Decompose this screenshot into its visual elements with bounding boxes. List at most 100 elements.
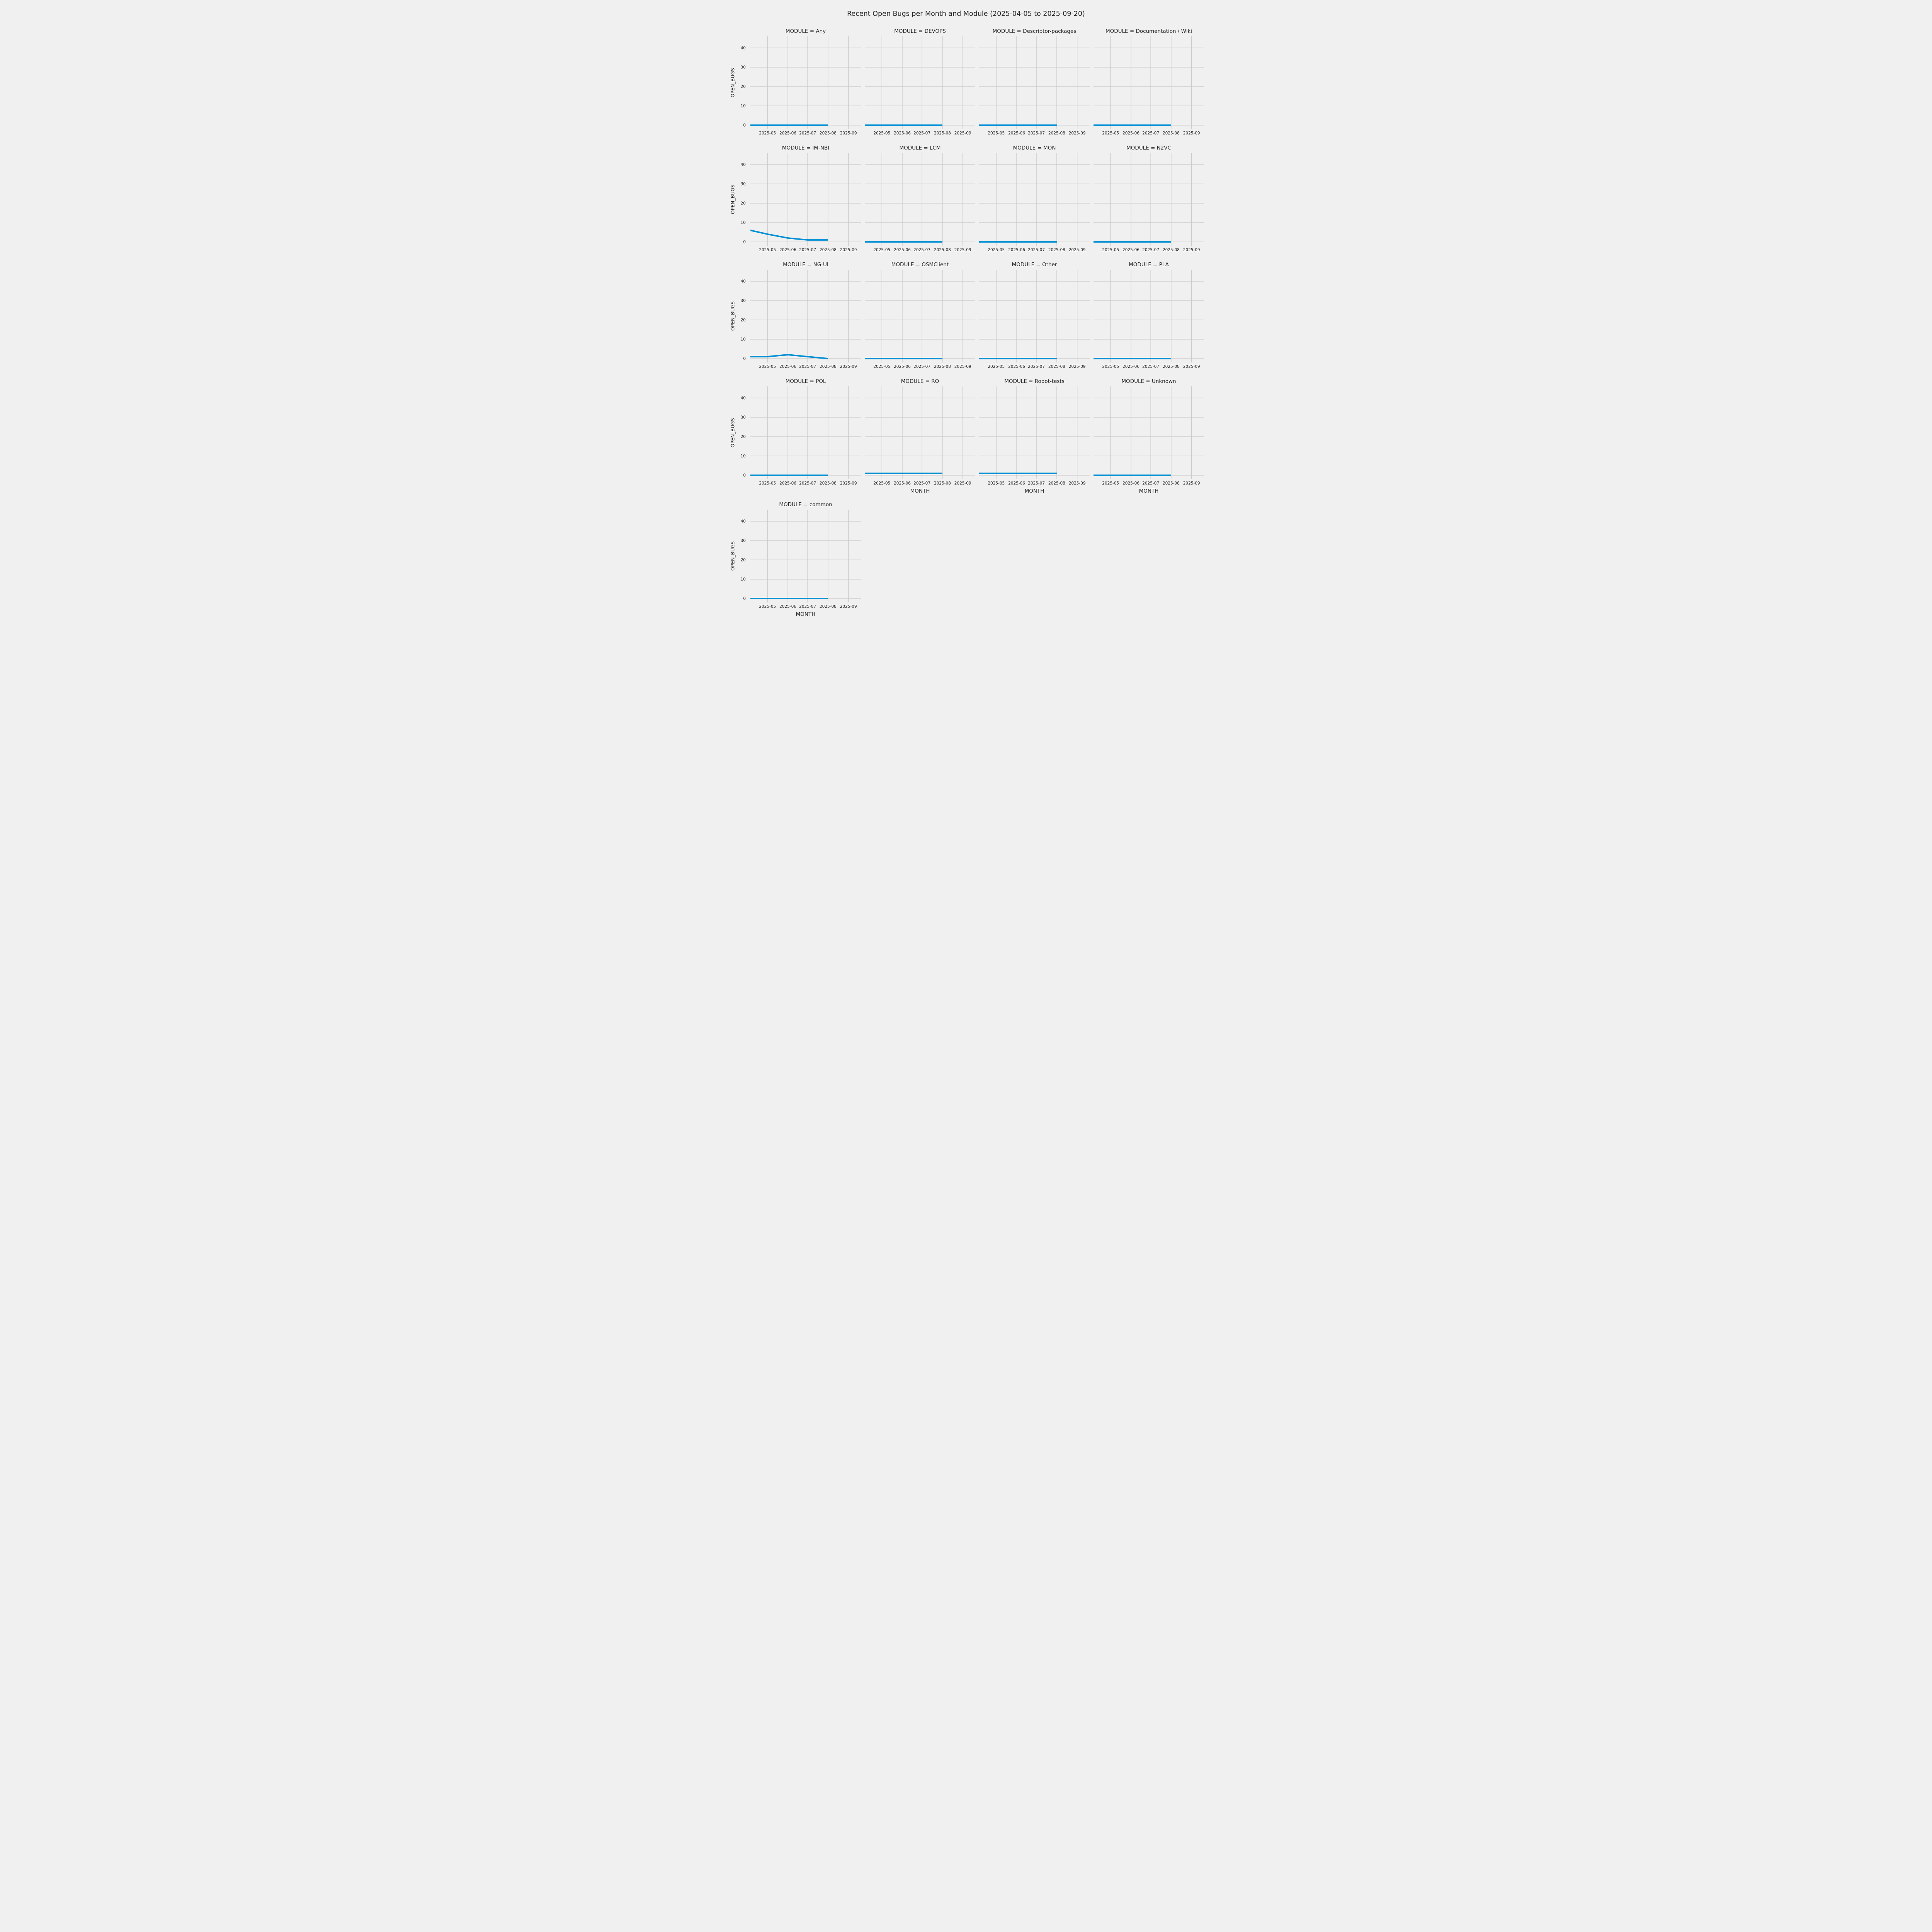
facet-title: MODULE = Other xyxy=(1012,262,1057,268)
facet-plot: 2025-05 2025-06 2025-07 2025-08 2025-09 xyxy=(865,153,975,252)
facet-n2vc: MODULE = N2VC 2025-05 2025-06 2025-07 2025-0… xyxy=(1094,145,1204,254)
x-tick-label: 2025-07 xyxy=(1142,481,1159,486)
y-tick-label: 30 xyxy=(740,65,746,70)
facet-pol: MODULE = POL 2025-05 2025-06 2025-07 2025-08… xyxy=(750,378,861,494)
x-tick-label: 2025-06 xyxy=(779,364,796,369)
x-axis-label: MONTH xyxy=(796,611,816,617)
x-tick-label: 2025-05 xyxy=(873,364,890,369)
facet-devops: MODULE = DEVOPS 2025-05 2025-06 2025-07 2025… xyxy=(865,28,975,138)
x-tick-label: 2025-08 xyxy=(1163,248,1180,252)
facet-ng-ui: MODULE = NG-UI 2025-05 2025-06 2025-07 2025-… xyxy=(750,261,861,371)
x-tick-label: 2025-09 xyxy=(954,481,971,486)
facet-plot: 2025-05 2025-06 2025-07 2025-08 2025-09 xyxy=(750,153,861,252)
x-tick-label: 2025-07 xyxy=(913,248,930,252)
y-tick-label: 0 xyxy=(743,596,746,601)
y-axis-label: OPEN_BUGS xyxy=(730,541,736,571)
x-tick-label: 2025-07 xyxy=(913,131,930,136)
x-tick-label: 2025-07 xyxy=(1142,364,1159,369)
y-tick-label: 0 xyxy=(743,356,746,361)
x-tick-label: 2025-07 xyxy=(799,481,816,486)
facet-mon: MODULE = MON 2025-05 2025-06 2025-07 2025-08… xyxy=(979,145,1090,254)
figure: Recent Open Bugs per Month and Module (2… xyxy=(726,0,1206,617)
x-tick-label: 2025-06 xyxy=(1122,364,1139,369)
x-tick-label: 2025-06 xyxy=(1122,248,1139,252)
x-tick-label: 2025-09 xyxy=(1069,481,1086,486)
facet-unknown: MODULE = Unknown 2025-05 2025-06 2025-07 202… xyxy=(1094,378,1204,494)
facet-plot: 2025-05 2025-06 2025-07 2025-08 2025-09 xyxy=(750,510,861,609)
x-tick-label: 2025-08 xyxy=(1048,248,1065,252)
x-tick-label: 2025-07 xyxy=(1142,131,1159,136)
x-tick-label: 2025-08 xyxy=(934,481,951,486)
facet-title: MODULE = Robot-tests xyxy=(1004,378,1065,384)
x-tick-label: 2025-08 xyxy=(820,604,837,609)
x-tick-label: 2025-08 xyxy=(934,364,951,369)
x-tick-label: 2025-06 xyxy=(1008,248,1025,252)
facet-title: MODULE = POL xyxy=(785,378,826,384)
x-tick-label: 2025-05 xyxy=(873,481,890,486)
facet-plot: 2025-05 2025-06 2025-07 2025-08 2025-09 xyxy=(750,270,861,369)
y-tick-label: 10 xyxy=(740,103,746,108)
y-tick-label: 0 xyxy=(743,122,746,128)
x-tick-label: 2025-07 xyxy=(799,604,816,609)
x-tick-label: 2025-08 xyxy=(820,481,837,486)
x-tick-label: 2025-06 xyxy=(779,248,796,252)
y-axis-gutter: OPEN_BUGS 0 10 20 30 40 xyxy=(729,145,747,254)
y-tick-label: 10 xyxy=(740,220,746,225)
facet-title: MODULE = LCM xyxy=(899,145,941,151)
facet-title: MODULE = RO xyxy=(901,378,939,384)
y-axis-gutter-inner: OPEN_BUGS 0 10 20 30 40 xyxy=(729,36,747,129)
x-tick-label: 2025-07 xyxy=(799,248,816,252)
facet-title: MODULE = DEVOPS xyxy=(894,28,946,34)
y-axis-label: OPEN_BUGS xyxy=(730,418,736,448)
x-axis-label: MONTH xyxy=(910,488,930,494)
y-tick-label: 40 xyxy=(740,279,746,284)
x-tick-label: 2025-05 xyxy=(759,364,776,369)
y-tick-label: 30 xyxy=(740,298,746,303)
x-tick-label: 2025-05 xyxy=(759,248,776,252)
y-tick-label: 10 xyxy=(740,577,746,582)
facet-plot: 2025-05 2025-06 2025-07 2025-08 2025-09 xyxy=(979,36,1090,136)
y-tick-label: 40 xyxy=(740,395,746,400)
facet-title: MODULE = OSMClient xyxy=(891,262,949,268)
x-tick-label: 2025-08 xyxy=(820,364,837,369)
x-tick-label: 2025-07 xyxy=(1028,364,1045,369)
x-tick-label: 2025-05 xyxy=(988,248,1005,252)
y-axis-gutter-inner: OPEN_BUGS 0 10 20 30 40 xyxy=(729,386,747,479)
empty-cell xyxy=(979,501,1090,617)
y-tick-label: 20 xyxy=(740,317,746,322)
facet-title: MODULE = Any xyxy=(785,28,826,34)
x-tick-label: 2025-08 xyxy=(1048,364,1065,369)
y-axis-gutter: OPEN_BUGS 0 10 20 30 40 xyxy=(729,28,747,138)
facet-title: MODULE = N2VC xyxy=(1126,145,1171,151)
x-tick-label: 2025-09 xyxy=(954,364,971,369)
x-tick-label: 2025-05 xyxy=(873,248,890,252)
x-tick-label: 2025-07 xyxy=(1028,248,1045,252)
x-tick-label: 2025-06 xyxy=(1122,481,1139,486)
empty-cell xyxy=(1094,501,1204,617)
y-tick-label: 40 xyxy=(740,162,746,167)
facet-plot: 2025-05 2025-06 2025-07 2025-08 2025-09 xyxy=(1094,153,1204,252)
y-tick-label: 20 xyxy=(740,434,746,439)
x-tick-label: 2025-06 xyxy=(1008,364,1025,369)
x-tick-label: 2025-09 xyxy=(1069,131,1086,136)
facet-plot: 2025-05 2025-06 2025-07 2025-08 2025-09 xyxy=(1094,270,1204,369)
empty-cell xyxy=(865,501,975,617)
x-tick-label: 2025-09 xyxy=(840,364,857,369)
y-axis-label: OPEN_BUGS xyxy=(730,68,736,98)
facet-im-nbi: MODULE = IM-NBI 2025-05 2025-06 2025-07 2025… xyxy=(750,145,861,254)
facet-any: MODULE = Any 2025-05 2025-06 2025-07 2025-08… xyxy=(750,28,861,138)
x-tick-label: 2025-06 xyxy=(1008,131,1025,136)
facet-plot: 2025-05 2025-06 2025-07 2025-08 2025-09 xyxy=(865,36,975,136)
x-tick-label: 2025-08 xyxy=(934,131,951,136)
y-tick-label: 20 xyxy=(740,557,746,562)
x-tick-label: 2025-08 xyxy=(1048,131,1065,136)
y-axis-label: OPEN_BUGS xyxy=(730,301,736,331)
facet-documentation-wiki: MODULE = Documentation / Wiki 2025-05 2025… xyxy=(1094,28,1204,138)
x-tick-label: 2025-08 xyxy=(934,248,951,252)
facet-pla: MODULE = PLA 2025-05 2025-06 2025-07 2025-08… xyxy=(1094,261,1204,371)
y-tick-label: 10 xyxy=(740,453,746,458)
facet-other: MODULE = Other 2025-05 2025-06 2025-07 2025-… xyxy=(979,261,1090,371)
x-tick-label: 2025-09 xyxy=(1069,248,1086,252)
facet-plot: 2025-05 2025-06 2025-07 2025-08 2025-09 xyxy=(750,36,861,136)
facet-title: MODULE = MON xyxy=(1013,145,1056,151)
